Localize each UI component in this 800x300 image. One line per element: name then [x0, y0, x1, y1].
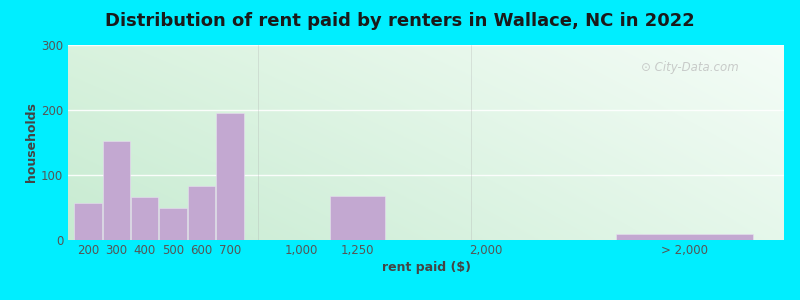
- Bar: [216, 113, 244, 240]
- Bar: [188, 186, 215, 240]
- Text: ⊙ City-Data.com: ⊙ City-Data.com: [641, 61, 738, 74]
- Text: Distribution of rent paid by renters in Wallace, NC in 2022: Distribution of rent paid by renters in …: [105, 12, 695, 30]
- Bar: [159, 208, 187, 240]
- Bar: [131, 197, 158, 240]
- Bar: [102, 140, 130, 240]
- Bar: [330, 196, 386, 240]
- X-axis label: rent paid ($): rent paid ($): [382, 261, 470, 274]
- Bar: [616, 234, 754, 240]
- Y-axis label: households: households: [25, 103, 38, 182]
- Bar: [74, 203, 102, 240]
